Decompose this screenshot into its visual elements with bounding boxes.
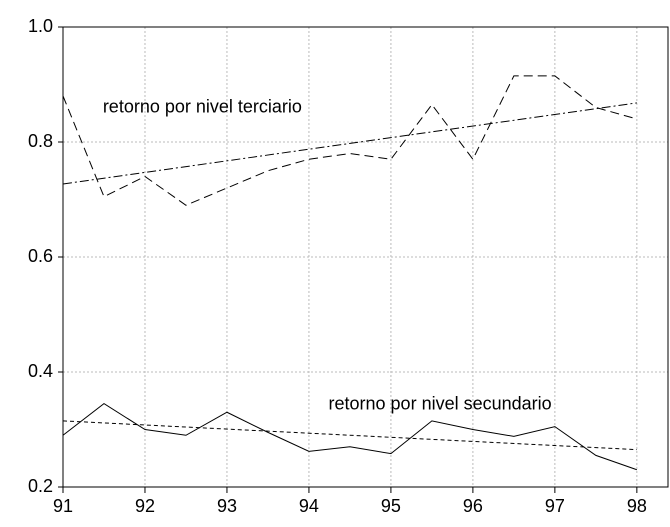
x-tick-label: 93: [217, 496, 237, 516]
series-line: [62, 75, 637, 206]
annotation: retorno por nivel terciario: [103, 96, 302, 116]
y-tick-label: 0.2: [28, 476, 53, 496]
x-tick-label: 98: [627, 496, 647, 516]
annotation: retorno por nivel secundario: [329, 394, 552, 414]
x-tick-label: 92: [135, 496, 155, 516]
y-tick-label: 0.8: [28, 131, 53, 151]
x-tick-label: 95: [381, 496, 401, 516]
x-tick-label: 94: [299, 496, 319, 516]
series-line: [62, 420, 637, 451]
x-tick-label: 97: [545, 496, 565, 516]
y-tick-label: 0.4: [28, 361, 53, 381]
series-line: [62, 403, 638, 471]
plot-frame: [62, 26, 669, 488]
y-tick-label: 1.0: [28, 16, 53, 36]
series-line: [62, 102, 637, 185]
x-tick-label: 96: [463, 496, 483, 516]
y-tick-label: 0.6: [28, 246, 53, 266]
x-tick-label: 91: [53, 496, 73, 516]
